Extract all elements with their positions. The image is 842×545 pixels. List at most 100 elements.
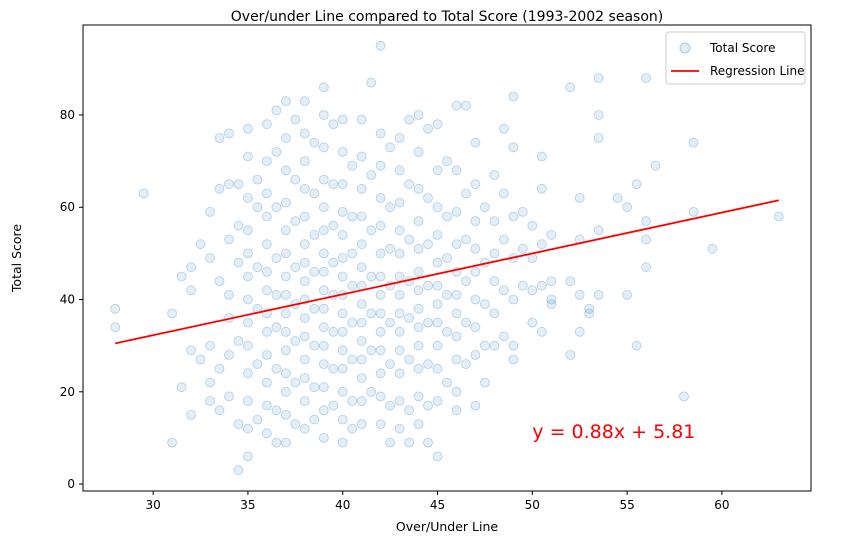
data-point — [252, 174, 263, 185]
data-point — [242, 396, 253, 406]
data-point — [347, 423, 358, 434]
data-point — [337, 253, 348, 263]
data-point — [479, 340, 490, 351]
data-point — [423, 437, 433, 448]
data-point — [404, 234, 415, 245]
legend-box — [665, 31, 806, 85]
data-point — [375, 220, 386, 231]
data-point — [404, 313, 415, 323]
data-point — [375, 289, 386, 300]
data-point — [328, 257, 339, 268]
data-point — [242, 123, 253, 134]
data-point — [385, 243, 396, 254]
data-point — [508, 142, 519, 153]
data-point — [432, 317, 443, 328]
data-point — [394, 133, 405, 143]
data-point — [461, 359, 471, 370]
data-point — [489, 248, 500, 259]
data-point — [271, 322, 282, 333]
data-point — [252, 414, 263, 425]
data-point — [451, 354, 462, 365]
data-point — [347, 211, 358, 222]
data-point — [233, 336, 244, 346]
data-point — [479, 377, 490, 388]
data-point — [442, 326, 452, 337]
data-point — [394, 197, 405, 208]
data-point — [375, 271, 386, 282]
data-point — [318, 248, 329, 259]
data-point — [470, 294, 481, 305]
data-point — [432, 451, 443, 462]
data-point — [641, 262, 651, 273]
data-point — [337, 437, 348, 448]
data-point — [318, 266, 329, 277]
data-point — [299, 354, 310, 365]
data-point — [110, 322, 121, 333]
data-point — [394, 368, 405, 379]
plot-frame — [82, 24, 812, 492]
data-point — [385, 359, 396, 370]
data-point — [565, 276, 576, 287]
data-point — [318, 405, 329, 416]
data-point — [451, 308, 462, 319]
data-point — [641, 216, 651, 227]
data-point — [233, 220, 244, 231]
data-point — [233, 465, 244, 476]
data-point — [517, 243, 528, 254]
data-point — [489, 340, 500, 351]
data-point — [442, 289, 452, 300]
data-point — [242, 368, 253, 379]
data-point — [347, 248, 358, 259]
data-point — [498, 285, 509, 296]
data-point — [309, 414, 320, 425]
legend-label-regression-line: Regression Line — [710, 64, 804, 78]
data-point — [271, 289, 282, 300]
data-point — [318, 382, 329, 393]
data-point — [413, 303, 424, 314]
data-point — [641, 234, 651, 245]
y-axis-ticks: 0 20 40 60 80 — [60, 108, 83, 491]
data-point — [451, 206, 462, 217]
data-point — [299, 313, 310, 323]
data-point — [375, 40, 386, 51]
data-point — [328, 220, 339, 231]
data-point — [413, 419, 424, 430]
data-point — [290, 262, 301, 273]
data-point — [299, 128, 310, 139]
data-point — [413, 391, 424, 402]
data-point — [337, 414, 348, 425]
data-point — [309, 188, 320, 199]
data-point — [385, 437, 396, 448]
y-tick-label: 80 — [60, 108, 75, 122]
data-point — [385, 142, 396, 153]
x-tick-label: 55 — [619, 498, 634, 512]
data-point — [224, 289, 234, 300]
data-point — [442, 253, 452, 263]
data-point — [413, 146, 424, 157]
data-point — [593, 110, 604, 120]
data-point — [318, 359, 329, 370]
data-point — [489, 170, 500, 180]
data-point — [356, 419, 367, 430]
data-point — [242, 451, 253, 462]
data-point — [337, 345, 348, 356]
data-point — [707, 243, 718, 254]
data-point — [138, 188, 149, 199]
data-point — [489, 216, 500, 227]
data-point — [356, 211, 367, 222]
data-point — [404, 437, 415, 448]
data-point — [299, 211, 310, 222]
data-point — [432, 280, 443, 291]
data-point — [337, 271, 348, 282]
data-point — [404, 114, 415, 125]
data-point — [366, 271, 377, 282]
data-point — [309, 266, 320, 277]
y-axis-label: Total Score — [9, 224, 24, 293]
data-point — [261, 377, 272, 388]
data-point — [318, 174, 329, 185]
data-point — [337, 229, 348, 240]
y-tick-label: 60 — [60, 200, 75, 214]
data-point — [479, 299, 490, 310]
data-point — [347, 396, 358, 406]
